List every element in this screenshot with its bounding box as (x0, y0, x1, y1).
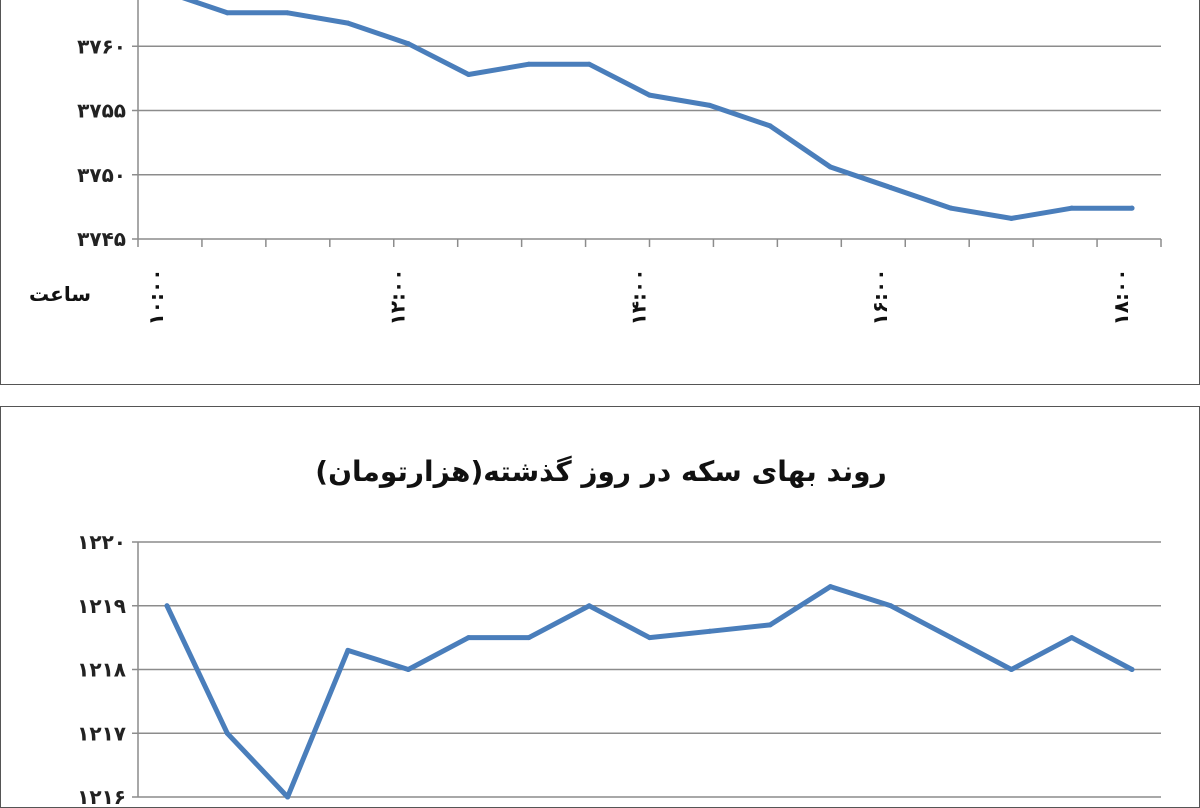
data-point (225, 10, 230, 15)
chart-panel-bottom: ۱۲۱۶ ۱۲۱۷ ۱۲۱۸ ۱۲۱۹ ۱۲۲۰ روند بهای سکه در روز… (0, 406, 1200, 808)
data-point (1130, 667, 1135, 672)
data-point (828, 584, 833, 589)
series-line (167, 587, 1132, 797)
data-point (1069, 635, 1074, 640)
line-chart-bottom: ۱۲۱۶ ۱۲۱۷ ۱۲۱۸ ۱۲۱۹ ۱۲۲۰ روند بهای سکه در روز… (1, 407, 1199, 807)
y-tick-label: ۱۲۱۹ (77, 594, 126, 618)
y-tick-label: ۳۷۵۰ (77, 163, 126, 187)
x-tick-label: ۱۶:۰۰ (868, 269, 892, 326)
data-point (888, 603, 893, 608)
x-tick-label: ۱۰:۰۰ (144, 269, 168, 326)
data-point (768, 123, 773, 128)
data-point (1009, 667, 1014, 672)
y-tick-label: ۳۷۵۵ (77, 99, 126, 123)
line-chart-top: ۳۷۴۵۳۷۵۰۳۷۵۵۳۷۶۰۳۷۶۵۱۰:۰۰۱۲:۰۰۱۴:۰۰۱۶:۰۰… (1, 0, 1199, 384)
data-point (707, 629, 712, 634)
data-point (526, 62, 531, 67)
data-point (1009, 216, 1014, 221)
data-point (466, 72, 471, 77)
x-tick-label: ۱۲:۰۰ (385, 269, 409, 326)
data-point (466, 635, 471, 640)
data-point (165, 603, 170, 608)
x-tick-label: ۱۴:۰۰ (627, 269, 651, 326)
data-point (828, 165, 833, 170)
data-point (406, 667, 411, 672)
data-point (768, 622, 773, 627)
data-point (406, 41, 411, 46)
data-point (526, 635, 531, 640)
y-tick-label: ۳۷۶۰ (77, 34, 126, 58)
y-tick-label: ۳۷۴۵ (77, 227, 126, 251)
y-tick-label: ۱۲۲۰ (77, 530, 126, 554)
chart-title: روند بهای سکه در روز گذشته(هزارتومان) (315, 455, 886, 488)
data-point (285, 795, 290, 800)
x-axis-label: ساعت (29, 282, 91, 306)
data-point (707, 103, 712, 108)
data-point (587, 603, 592, 608)
data-point (345, 648, 350, 653)
data-point (949, 635, 954, 640)
data-point (647, 635, 652, 640)
data-point (1130, 206, 1135, 211)
y-tick-label: ۱۲۱۶ (77, 785, 126, 807)
data-point (647, 93, 652, 98)
data-point (587, 62, 592, 67)
data-point (1069, 206, 1074, 211)
data-point (949, 206, 954, 211)
data-point (345, 21, 350, 26)
y-tick-label: ۱۲۱۸ (77, 658, 126, 682)
data-point (285, 10, 290, 15)
x-tick-label: ۱۸:۰۰ (1109, 269, 1133, 326)
y-tick-label: ۱۲۱۷ (77, 721, 126, 745)
data-point (888, 185, 893, 190)
chart-panel-top: ۳۷۴۵۳۷۵۰۳۷۵۵۳۷۶۰۳۷۶۵۱۰:۰۰۱۲:۰۰۱۴:۰۰۱۶:۰۰… (0, 0, 1200, 385)
series-line (167, 0, 1132, 218)
data-point (225, 731, 230, 736)
